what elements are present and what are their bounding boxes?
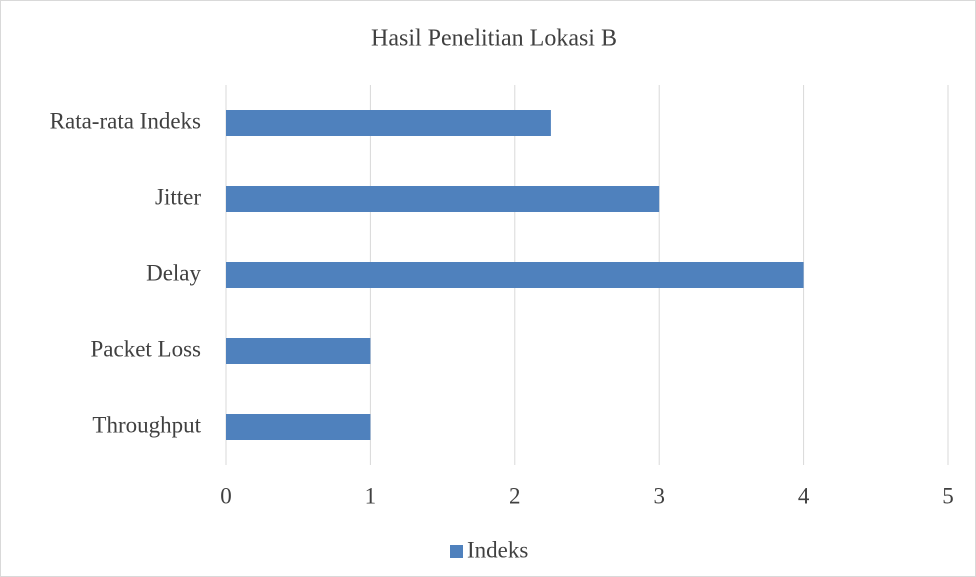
- chart-title: Hasil Penelitian Lokasi B: [371, 26, 617, 52]
- y-tick-label: Throughput: [92, 412, 201, 437]
- bar: [226, 414, 371, 440]
- y-tick-label: Rata-rata Indeks: [50, 108, 201, 133]
- bar: [226, 262, 804, 288]
- legend-label: Indeks: [467, 537, 528, 562]
- x-tick-label: 4: [798, 483, 810, 508]
- y-tick-label: Delay: [146, 260, 201, 285]
- x-tick-label: 2: [509, 483, 521, 508]
- x-tick-label: 1: [365, 483, 377, 508]
- y-tick-label: Packet Loss: [90, 336, 201, 361]
- bar: [226, 110, 551, 136]
- legend-swatch: [450, 545, 463, 558]
- x-tick-label: 5: [942, 483, 954, 508]
- x-tick-label: 3: [653, 483, 665, 508]
- x-tick-label: 0: [220, 483, 232, 508]
- bar: [226, 338, 371, 364]
- bar: [226, 186, 660, 212]
- y-tick-label: Jitter: [155, 184, 201, 209]
